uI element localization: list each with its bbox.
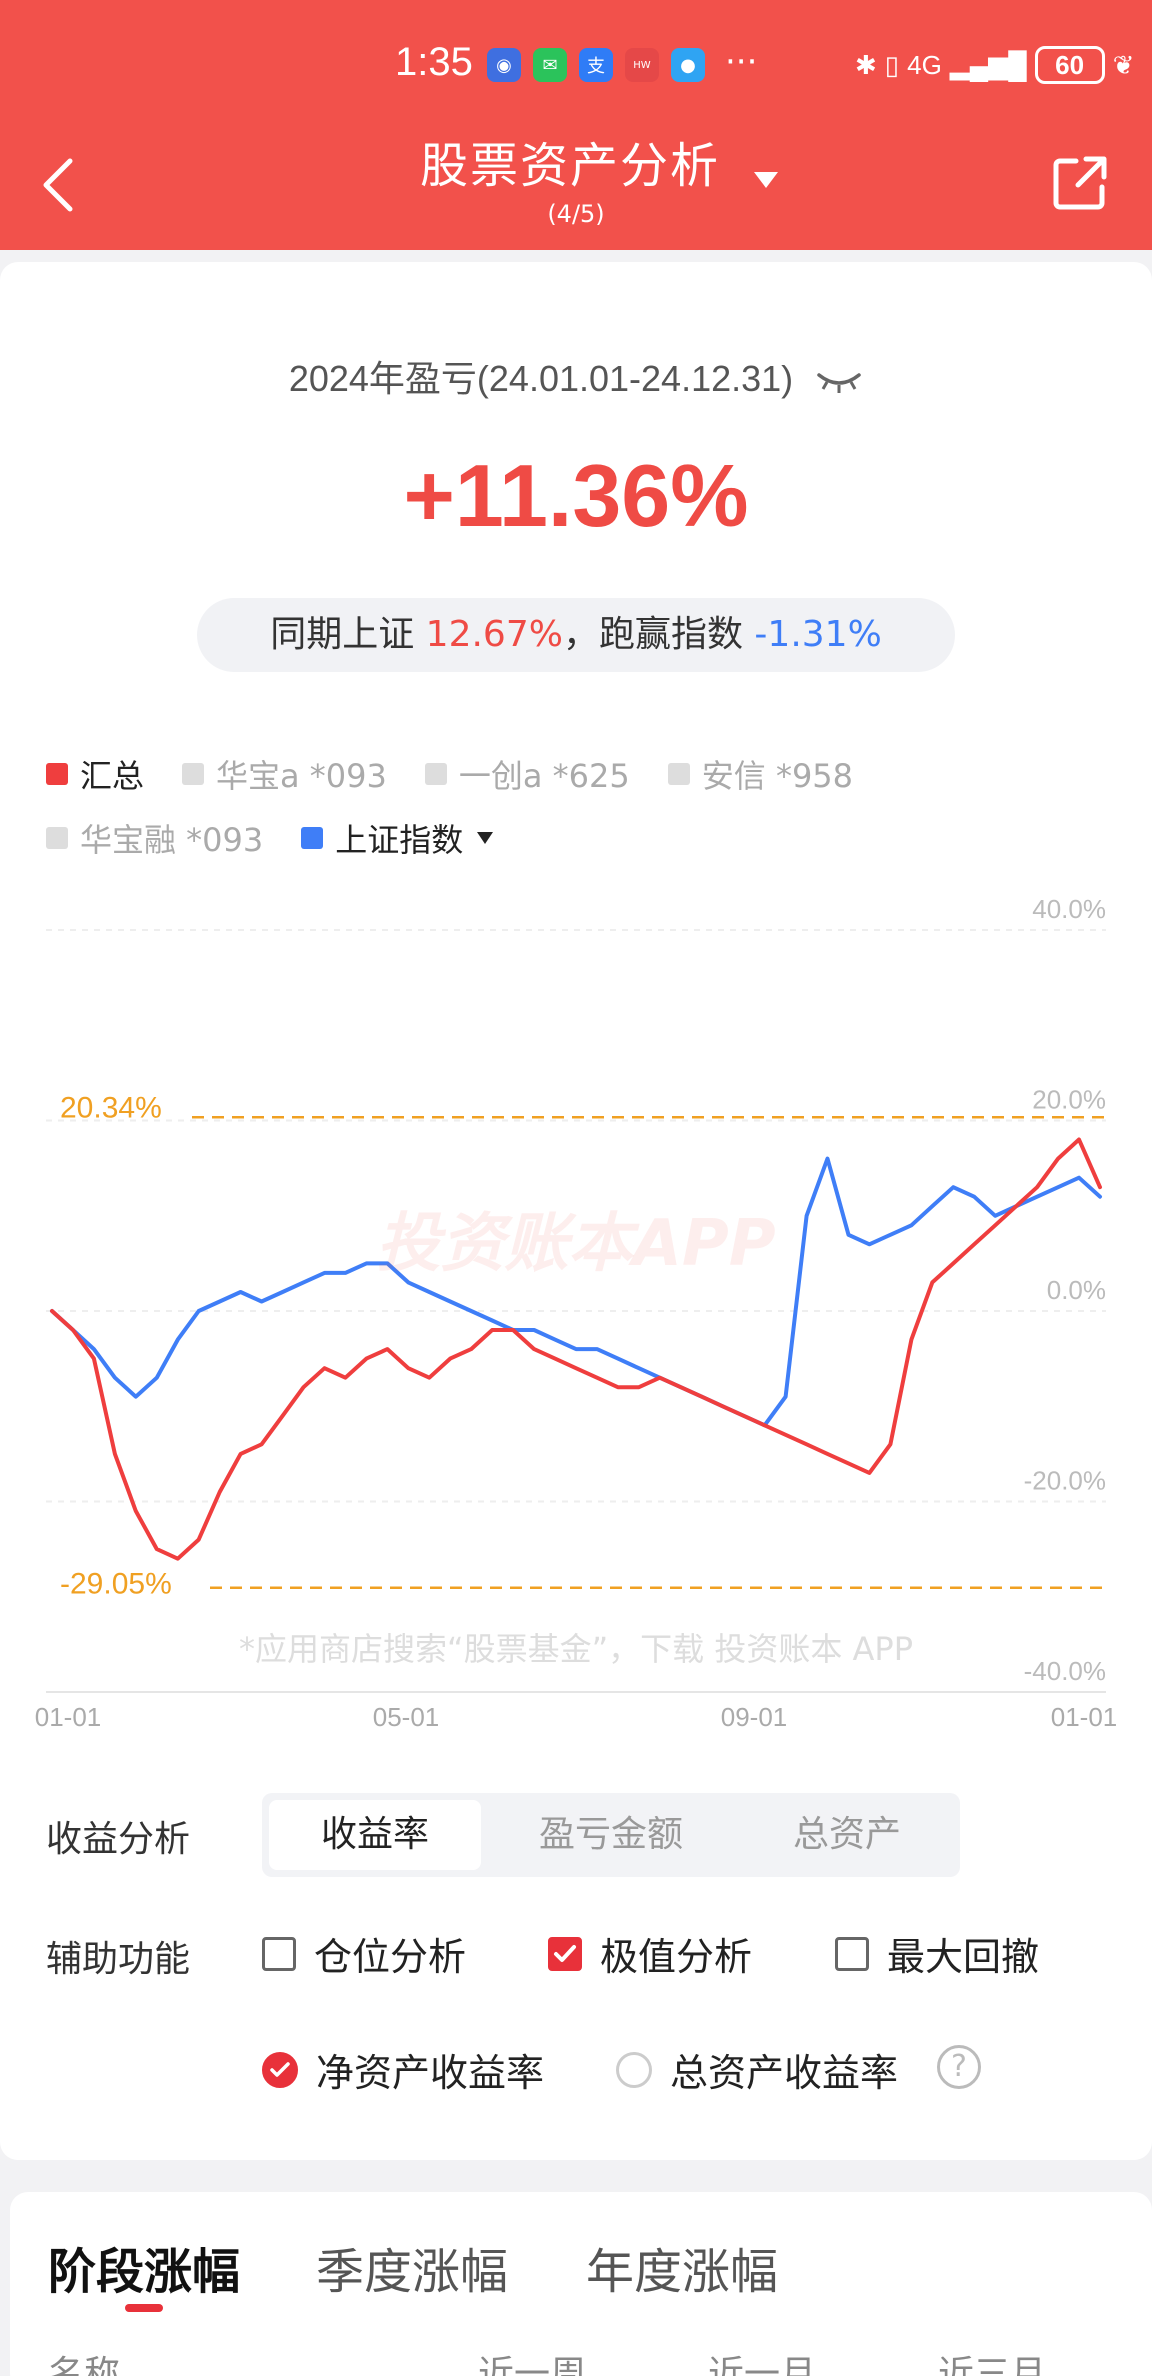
vibrate-icon: ▯ bbox=[884, 49, 900, 80]
min-value-label: -29.05% bbox=[60, 1568, 172, 1601]
help-icon[interactable]: ? bbox=[937, 2045, 981, 2089]
period-returns-card bbox=[10, 2192, 1152, 2376]
y-tick-label: 0.0% bbox=[1047, 1275, 1106, 1305]
page-title[interactable]: 股票资产分析 bbox=[420, 138, 721, 194]
y-tick-label: -20.0% bbox=[1024, 1466, 1106, 1496]
y-tick-label: 40.0% bbox=[1032, 894, 1106, 924]
system-icons: ✱ ▯ 4G ▂▄▆█ 60 ❦ bbox=[855, 46, 1134, 84]
checkbox-unchecked[interactable] bbox=[835, 1936, 869, 1971]
position-analysis-checkbox[interactable]: 仓位分析 bbox=[262, 1926, 466, 1981]
x-tick-label: 01-01 bbox=[35, 1702, 102, 1732]
huawei-icon: HW bbox=[625, 48, 659, 82]
check-icon bbox=[270, 2061, 290, 2077]
return-line-chart: 40.0% 20.0% 0.0% -20.0% -40.0% 01-01 05-01 09-0… bbox=[35, 894, 1118, 1732]
legend-swatch bbox=[301, 827, 324, 849]
legend-swatch bbox=[46, 827, 68, 849]
message-icon: ● bbox=[671, 48, 705, 82]
net-asset-return-radio[interactable]: 净资产收益率 bbox=[262, 2042, 544, 2097]
y-tick-label: -40.0% bbox=[1024, 1656, 1106, 1686]
total-asset-return-radio[interactable]: 总资产收益率 bbox=[616, 2042, 898, 2097]
checkbox-unchecked[interactable] bbox=[262, 1936, 296, 1971]
col-month[interactable]: 近一月 bbox=[708, 2354, 817, 2376]
legend-item-account[interactable]: 华宝a *093 bbox=[182, 751, 387, 797]
analysis-label: 收益分析 bbox=[46, 1819, 191, 1860]
status-time: 1:35 bbox=[395, 40, 473, 84]
max-value-label: 20.34% bbox=[60, 1091, 162, 1124]
download-footnote: *应用商店搜索“股票基金”，下载 投资账本 APP bbox=[239, 1630, 913, 1668]
app-notif-icon: ◉ bbox=[487, 48, 521, 82]
chart-watermark: 投资账本APP bbox=[376, 1207, 776, 1281]
legend-item-summary[interactable]: 汇总 bbox=[46, 751, 144, 797]
radio-unselected[interactable] bbox=[616, 2051, 652, 2088]
tab-stage-returns[interactable]: 阶段涨幅 bbox=[48, 2244, 241, 2300]
col-week[interactable]: 近一周 bbox=[478, 2354, 587, 2376]
chart-legend: 汇总 华宝a *093 一创a *625 安信 *958 华宝融 *093 上证… bbox=[46, 742, 1106, 870]
col-quarter[interactable]: 近三月 bbox=[938, 2354, 1047, 2376]
wechat-icon: ✉ bbox=[533, 48, 567, 82]
status-bar: 1:35 ◉ ✉ 支 HW ● ··· ✱ ▯ 4G ▂▄▆█ 60 ❦ bbox=[0, 40, 1152, 96]
signal-icon: ▂▄▆█ bbox=[949, 49, 1027, 80]
checkbox-checked[interactable] bbox=[548, 1936, 582, 1971]
excess-return: -1.31% bbox=[754, 614, 882, 655]
extreme-analysis-checkbox[interactable]: 极值分析 bbox=[548, 1926, 752, 1981]
index-dropdown-icon[interactable] bbox=[475, 830, 495, 846]
benchmark-compare: 同期上证 12.67%，跑赢指数 -1.31% bbox=[197, 598, 955, 672]
back-arrow-icon[interactable] bbox=[38, 155, 78, 215]
alipay-icon: 支 bbox=[579, 48, 613, 82]
total-return-value: +11.36% bbox=[403, 446, 749, 545]
network-label: 4G bbox=[907, 49, 942, 80]
tab-quarter-returns[interactable]: 季度涨幅 bbox=[316, 2244, 509, 2300]
series-line-index bbox=[50, 1156, 1102, 1428]
period-label: 2024年盈亏(24.01.01-24.12.31) bbox=[0, 350, 1152, 402]
radio-selected[interactable] bbox=[262, 2051, 298, 2088]
col-name: 名称 bbox=[48, 2354, 121, 2376]
legend-row-2: 华宝融 *093 上证指数 bbox=[46, 806, 1106, 870]
tab-return-rate[interactable]: 收益率 bbox=[269, 1800, 481, 1870]
bluetooth-icon: ✱ bbox=[855, 49, 877, 80]
check-icon bbox=[554, 1944, 576, 1962]
battery-icon: 60 bbox=[1034, 46, 1105, 84]
tab-profit-amount[interactable]: 盈亏金额 bbox=[538, 1814, 683, 1855]
legend-swatch bbox=[182, 763, 205, 785]
x-tick-label: 05-01 bbox=[373, 1702, 440, 1732]
tab-year-returns[interactable]: 年度涨幅 bbox=[586, 2244, 779, 2300]
max-drawdown-checkbox[interactable]: 最大回撤 bbox=[835, 1926, 1039, 1981]
share-icon[interactable] bbox=[1052, 155, 1108, 211]
legend-item-account[interactable]: 华宝融 *093 bbox=[46, 815, 263, 861]
title-dropdown-icon[interactable] bbox=[752, 170, 780, 190]
legend-swatch bbox=[46, 763, 68, 785]
analysis-segment-control: 收益率 盈亏金额 总资产 bbox=[262, 1793, 960, 1877]
leaf-icon: ❦ bbox=[1112, 49, 1135, 80]
app-header: 1:35 ◉ ✉ 支 HW ● ··· ✱ ▯ 4G ▂▄▆█ 60 ❦ 股票资… bbox=[0, 0, 1152, 250]
benchmark-return: 12.67% bbox=[425, 614, 563, 655]
aux-label: 辅助功能 bbox=[46, 1939, 191, 1980]
legend-item-index[interactable]: 上证指数 bbox=[301, 815, 495, 861]
legend-item-account[interactable]: 安信 *958 bbox=[667, 751, 853, 797]
notification-icons: ◉ ✉ 支 HW ● bbox=[487, 48, 705, 82]
x-tick-label: 01-01 bbox=[1051, 1702, 1118, 1732]
hide-eye-icon[interactable] bbox=[815, 367, 863, 395]
legend-swatch bbox=[667, 763, 690, 785]
x-tick-label: 09-01 bbox=[721, 1702, 788, 1732]
legend-item-account[interactable]: 一创a *625 bbox=[424, 751, 630, 797]
legend-swatch bbox=[424, 763, 447, 785]
tab-total-assets[interactable]: 总资产 bbox=[792, 1814, 901, 1855]
page-subtitle: (4/5) bbox=[547, 200, 605, 228]
series-line-summary bbox=[50, 1137, 1102, 1561]
y-tick-label: 20.0% bbox=[1032, 1085, 1106, 1115]
more-notifications-icon: ··· bbox=[725, 42, 758, 82]
active-tab-indicator bbox=[125, 2304, 163, 2312]
legend-row-1: 汇总 华宝a *093 一创a *625 安信 *958 bbox=[46, 742, 1106, 806]
